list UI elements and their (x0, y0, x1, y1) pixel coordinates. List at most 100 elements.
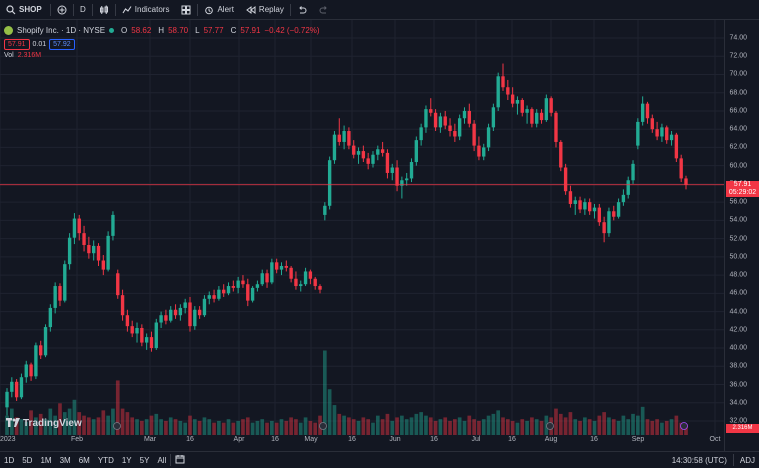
candle-body[interactable] (366, 158, 370, 164)
candle-body[interactable] (183, 302, 187, 308)
candle-body[interactable] (443, 116, 447, 126)
candle-body[interactable] (361, 151, 366, 159)
candle-body[interactable] (294, 278, 298, 287)
candle-body[interactable] (438, 116, 443, 128)
candle-body[interactable] (327, 160, 332, 206)
candle-body[interactable] (207, 295, 211, 299)
candle-body[interactable] (371, 154, 375, 164)
candle-body[interactable] (303, 271, 308, 285)
candle-body[interactable] (24, 364, 28, 378)
candle-body[interactable] (612, 211, 616, 217)
candle-body[interactable] (284, 265, 288, 268)
candle-body[interactable] (120, 295, 125, 316)
range-button-1m[interactable]: 1M (40, 455, 52, 465)
candle-body[interactable] (250, 287, 255, 301)
range-button-1y[interactable]: 1Y (121, 455, 132, 465)
candle-body[interactable] (226, 286, 231, 294)
candle-body[interactable] (433, 112, 438, 128)
candle-body[interactable] (39, 345, 43, 356)
candle-body[interactable] (655, 129, 659, 137)
candle-body[interactable] (501, 76, 505, 88)
earnings-marker-icon[interactable] (546, 422, 554, 430)
candle-body[interactable] (588, 202, 592, 212)
candle-body[interactable] (520, 100, 524, 113)
candle-body[interactable] (660, 127, 664, 137)
candle-body[interactable] (197, 309, 202, 316)
candle-body[interactable] (559, 141, 563, 168)
candle-body[interactable] (111, 214, 115, 236)
candle-body[interactable] (525, 109, 529, 113)
range-button-ytd[interactable]: YTD (97, 455, 114, 465)
candle-body[interactable] (549, 98, 553, 113)
candle-body[interactable] (573, 200, 577, 204)
candle-body[interactable] (260, 273, 264, 285)
candle-body[interactable] (342, 131, 346, 142)
candle-body[interactable] (332, 134, 337, 161)
candle-body[interactable] (323, 205, 327, 215)
candle-body[interactable] (154, 322, 158, 349)
candle-body[interactable] (462, 110, 467, 119)
candle-body[interactable] (241, 280, 245, 285)
candle-body[interactable] (217, 289, 221, 299)
candle-body[interactable] (429, 109, 433, 113)
candle-body[interactable] (380, 149, 385, 153)
candle-body[interactable] (289, 267, 293, 279)
earnings-marker-icon[interactable] (319, 422, 327, 430)
range-button-6m[interactable]: 6M (78, 455, 90, 465)
candle-body[interactable] (279, 265, 284, 270)
candle-body[interactable] (539, 112, 544, 121)
undo-button[interactable] (291, 0, 313, 20)
candle-body[interactable] (486, 127, 491, 148)
candle-body[interactable] (530, 109, 534, 124)
candle-body[interactable] (602, 222, 606, 234)
compare-button[interactable] (51, 0, 73, 20)
candle-body[interactable] (453, 131, 457, 137)
interval-button[interactable]: D (74, 0, 92, 20)
candle-body[interactable] (616, 202, 621, 217)
candle-body[interactable] (91, 245, 96, 254)
candle-body[interactable] (636, 121, 640, 146)
candle-body[interactable] (467, 110, 471, 124)
candle-body[interactable] (472, 123, 476, 146)
candle-body[interactable] (578, 200, 582, 210)
candle-body[interactable] (202, 298, 207, 316)
candle-body[interactable] (491, 107, 496, 128)
candle-body[interactable] (631, 163, 635, 181)
range-button-5y[interactable]: 5Y (139, 455, 150, 465)
candle-body[interactable] (390, 167, 394, 173)
price-chart[interactable] (0, 20, 724, 452)
chart-type-button[interactable] (93, 0, 115, 20)
candle-body[interactable] (607, 211, 611, 234)
candle-body[interactable] (87, 245, 91, 254)
range-button-3m[interactable]: 3M (59, 455, 71, 465)
candle-body[interactable] (188, 302, 192, 327)
candle-body[interactable] (640, 103, 645, 122)
range-button-5d[interactable]: 5D (22, 455, 33, 465)
candle-body[interactable] (53, 286, 57, 308)
layouts-button[interactable] (175, 0, 197, 20)
candle-body[interactable] (212, 295, 216, 299)
candle-body[interactable] (43, 327, 48, 356)
candle-body[interactable] (135, 327, 139, 334)
candle-body[interactable] (29, 364, 33, 377)
candle-body[interactable] (554, 112, 558, 142)
candle-body[interactable] (299, 284, 303, 287)
candle-body[interactable] (231, 286, 236, 288)
candle-body[interactable] (318, 286, 322, 290)
candle-body[interactable] (63, 264, 67, 301)
candle-body[interactable] (457, 118, 462, 137)
candle-body[interactable] (482, 147, 486, 157)
candle-body[interactable] (48, 307, 53, 328)
candle-body[interactable] (405, 178, 409, 181)
candle-body[interactable] (149, 337, 154, 349)
adjust-toggle[interactable]: ADJ (739, 455, 755, 465)
redo-button[interactable] (313, 0, 335, 20)
candle-body[interactable] (67, 237, 72, 265)
candle-body[interactable] (626, 180, 630, 195)
candle-body[interactable] (592, 207, 597, 212)
candle-body[interactable] (400, 180, 404, 186)
candle-body[interactable] (510, 94, 515, 104)
candle-body[interactable] (10, 381, 14, 392)
candle-body[interactable] (58, 286, 62, 301)
candle-body[interactable] (116, 273, 120, 296)
